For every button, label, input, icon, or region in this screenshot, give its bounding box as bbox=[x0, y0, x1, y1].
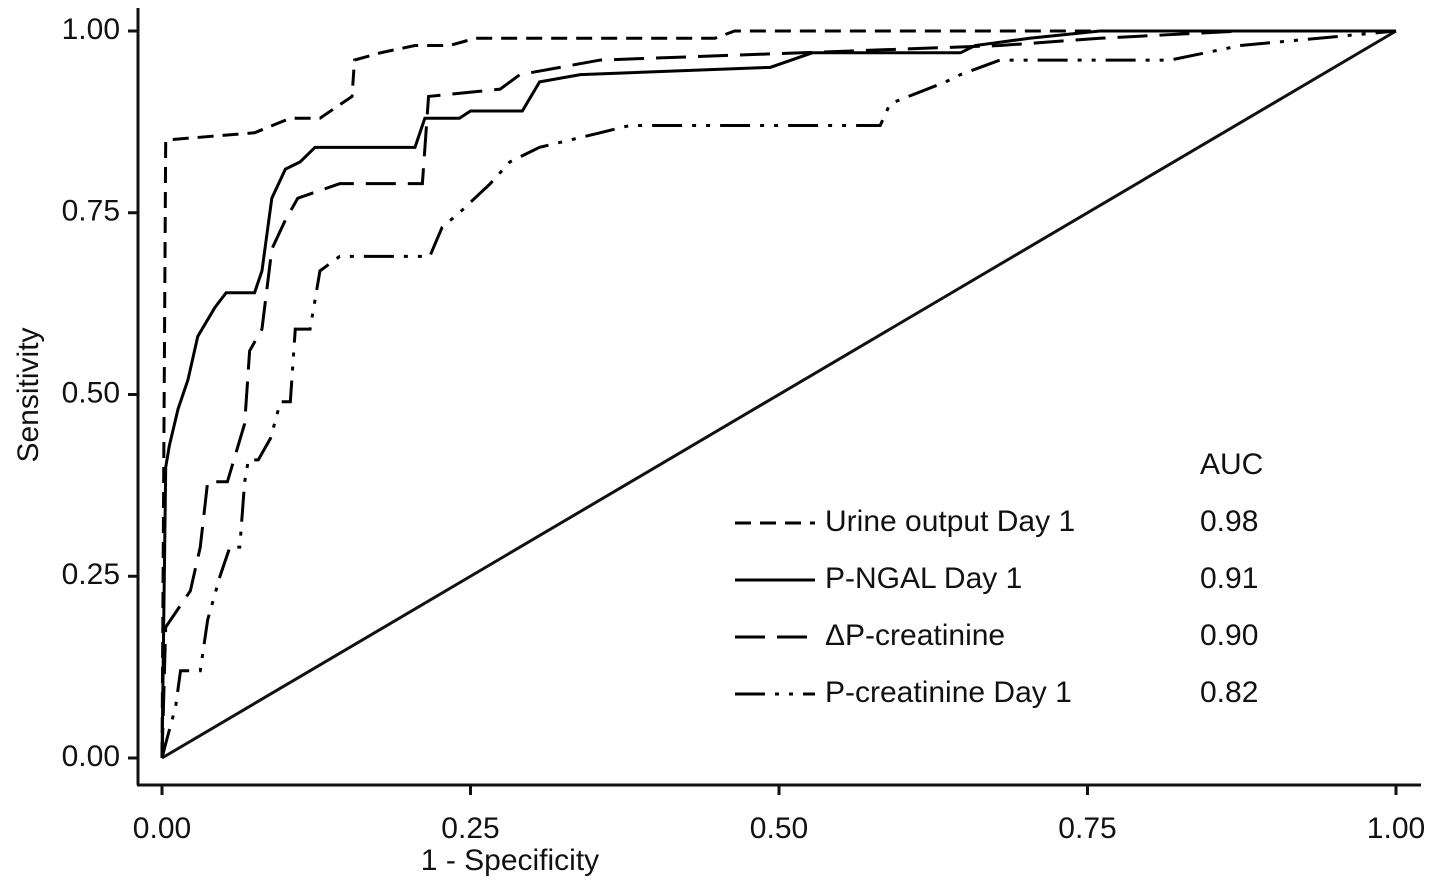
x-tick-label: 0.25 bbox=[441, 812, 499, 845]
x-tick-label: 1.00 bbox=[1367, 812, 1425, 845]
roc-curve bbox=[160, 29, 1396, 759]
legend-auc: 0.82 bbox=[1200, 676, 1258, 709]
reference-diagonal bbox=[161, 29, 1397, 760]
x-tick-label: 0.75 bbox=[1058, 812, 1116, 845]
x-tick-label: 0.00 bbox=[133, 812, 191, 845]
y-tick-label: 1.00 bbox=[62, 13, 120, 46]
y-tick-label: 0.00 bbox=[62, 740, 120, 773]
y-tick-label: 0.50 bbox=[62, 376, 120, 409]
y-axis-title: Sensitivity bbox=[12, 327, 45, 462]
legend-label: ΔP-creatinine bbox=[825, 619, 1005, 652]
roc-curve bbox=[160, 29, 1396, 759]
legend-header: AUC bbox=[1200, 448, 1263, 481]
y-tick-label: 0.75 bbox=[62, 195, 120, 228]
x-axis-title: 1 - Specificity bbox=[421, 844, 599, 877]
roc-curve bbox=[160, 29, 1397, 759]
legend-auc: 0.98 bbox=[1200, 505, 1258, 538]
legend-label: P-NGAL Day 1 bbox=[825, 562, 1022, 595]
x-tick-label: 0.50 bbox=[750, 812, 808, 845]
legend-auc: 0.90 bbox=[1200, 619, 1258, 652]
legend-label: P-creatinine Day 1 bbox=[825, 676, 1072, 709]
legend-auc: 0.91 bbox=[1200, 562, 1258, 595]
y-tick-label: 0.25 bbox=[62, 558, 120, 591]
legend-label: Urine output Day 1 bbox=[825, 505, 1075, 538]
